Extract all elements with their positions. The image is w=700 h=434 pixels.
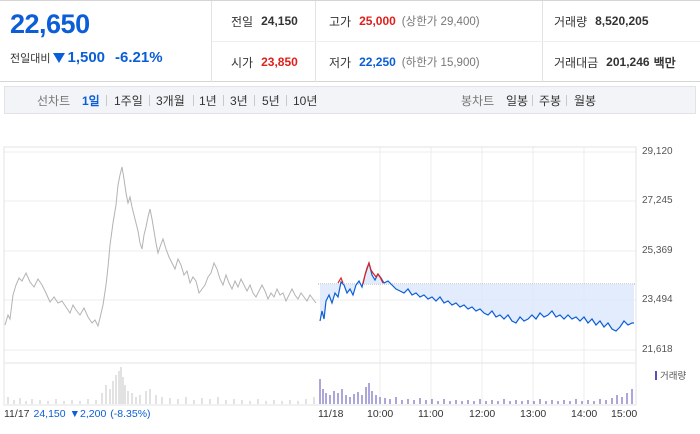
line-chart-title: 선차트	[37, 94, 71, 108]
tab-divider	[106, 95, 107, 106]
volume-bars	[7, 367, 633, 404]
change-value: 1,500	[67, 49, 106, 66]
tab-weekly-candle[interactable]: 주봉	[539, 94, 562, 108]
volume-label: 거래량	[554, 14, 588, 29]
x-tick-label: 10:00	[367, 408, 394, 420]
today-price-line	[319, 260, 634, 332]
high-value: 25,000	[359, 14, 396, 28]
prev-close-value: 24,150	[261, 14, 298, 28]
tab-3year[interactable]: 3년	[230, 94, 248, 108]
tab-3month[interactable]: 3개월	[156, 94, 185, 108]
tab-monthly-candle[interactable]: 월봉	[574, 94, 597, 108]
candle-chart-title: 봉차트	[461, 94, 495, 108]
tab-divider	[193, 95, 194, 106]
volume-cell: 거래량 8,520,205	[554, 1, 649, 41]
low-label: 저가	[329, 55, 352, 70]
lower-limit: (하한가 15,900)	[401, 57, 480, 69]
change-row: 전일대비 1,500 -6.21%	[10, 49, 163, 66]
intraday-chart: 29,120 27,245 25,369 23,494 21,618 거래량 1…	[0, 135, 700, 434]
tab-10year[interactable]: 10년	[293, 94, 318, 108]
today-price-area	[320, 263, 634, 331]
volume-legend-label: 거래량	[660, 371, 687, 382]
tab-1year[interactable]: 1년	[199, 94, 217, 108]
x-tick-label: 12:00	[469, 408, 496, 420]
chart-frame	[3, 146, 637, 406]
prev-close-label: 전일	[231, 14, 254, 29]
volume-swatch	[655, 370, 657, 380]
chart-canvas	[3, 146, 637, 406]
amount-unit: 백만	[653, 55, 676, 70]
prev-close-cell: 전일 24,150	[231, 1, 298, 41]
y-tick-label: 25,369	[642, 245, 673, 256]
tab-divider	[532, 95, 533, 106]
prev-day-volume	[7, 367, 315, 404]
amount-value: 201,246	[606, 55, 650, 69]
amount-cell: 거래대금 201,246 백만	[554, 42, 676, 82]
today-price-above-prev-close	[362, 261, 384, 285]
low-value: 22,250	[359, 55, 396, 69]
chart-period-tabs: 선차트 1일 1주일 3개월 1년 3년 5년 10년 봉차트 일봉 주봉 월봉	[4, 86, 696, 114]
open-value: 23,850	[261, 55, 298, 69]
prev-date: 11/17	[4, 408, 30, 420]
amount-label: 거래대금	[554, 55, 599, 70]
divider	[212, 41, 700, 42]
x-tick-label: 11:00	[418, 408, 444, 420]
down-arrow-icon	[53, 52, 66, 63]
quote-info-grid: 전일 24,150 시가 23,850 고가 25,000 (상한가 29,40…	[212, 1, 700, 82]
current-price: 22,650	[10, 9, 90, 39]
y-tick-label: 29,120	[642, 146, 673, 157]
y-tick-label: 21,618	[642, 344, 673, 355]
prev-day-price-line	[4, 166, 317, 328]
change-label: 전일대비	[10, 52, 51, 65]
today-volume	[319, 379, 633, 404]
tab-divider	[149, 95, 150, 106]
y-tick-label: 27,245	[642, 195, 673, 206]
upper-limit: (상한가 29,400)	[401, 16, 480, 28]
tab-1week[interactable]: 1주일	[114, 94, 143, 108]
tab-1day[interactable]: 1일	[82, 94, 100, 108]
tab-divider	[223, 95, 224, 106]
x-tick-label: 13:00	[520, 408, 547, 420]
today-price-above-prev-close	[337, 276, 344, 284]
volume-value: 8,520,205	[595, 14, 649, 28]
prev-change-percent: (-8.35%)	[110, 408, 151, 420]
quote-header: 22,650 전일대비 1,500 -6.21% 전일 24,150 시가 23…	[0, 0, 700, 82]
tab-daily-candle[interactable]: 일봉	[506, 94, 529, 108]
prev-close-value: 24,150	[33, 408, 66, 420]
tab-5year[interactable]: 5년	[262, 94, 280, 108]
volume-legend: 거래량	[655, 368, 686, 382]
high-cell: 고가 25,000 (상한가 29,400)	[329, 1, 480, 41]
change-percent: -6.21%	[115, 49, 163, 66]
open-label: 시가	[231, 55, 254, 70]
high-label: 고가	[329, 14, 352, 29]
x-tick-label: 15:00	[611, 408, 638, 420]
y-tick-label: 23,494	[642, 294, 673, 305]
prev-day-summary: 11/17 24,150 ▼2,200 (-8.35%)	[4, 408, 151, 420]
price-box: 22,650 전일대비 1,500 -6.21%	[0, 1, 212, 82]
tab-divider	[566, 95, 567, 106]
x-tick-label: 14:00	[571, 408, 598, 420]
low-cell: 저가 22,250 (하한가 15,900)	[329, 42, 480, 82]
prev-change-value: ▼2,200	[69, 408, 107, 420]
chart-grid	[4, 147, 636, 404]
tab-divider	[286, 95, 287, 106]
open-cell: 시가 23,850	[231, 42, 298, 82]
tab-divider	[254, 95, 255, 106]
x-tick-label: 11/18	[318, 408, 344, 420]
